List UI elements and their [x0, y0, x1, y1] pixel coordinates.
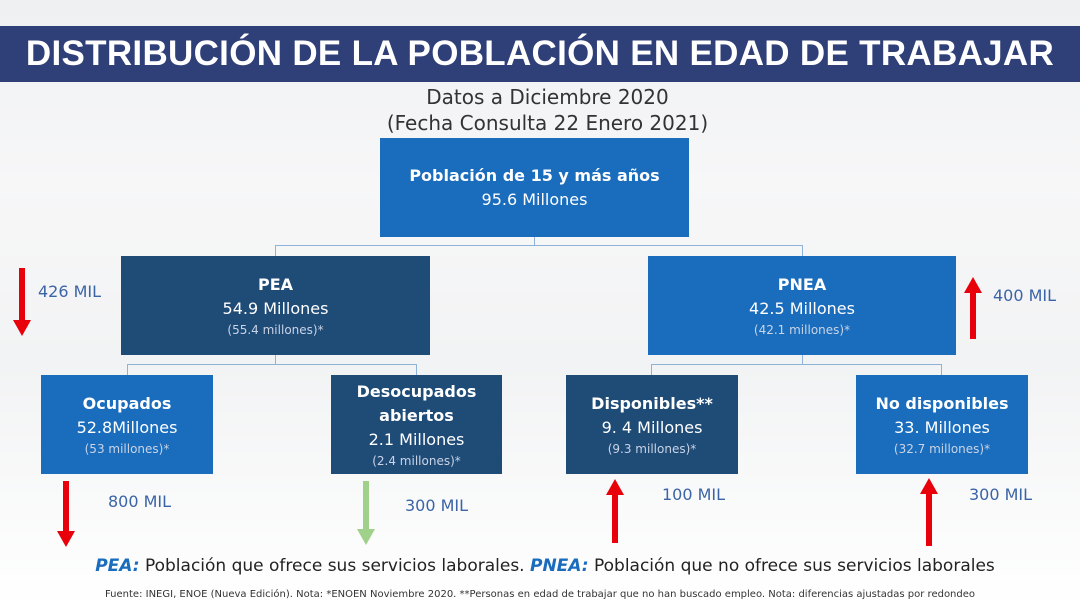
desocupados-down-arrow-icon [357, 481, 375, 545]
desocupados-title-line1: Desocupados [356, 381, 477, 401]
connector-pnea-up [802, 245, 803, 257]
page-title: DISTRIBUCIÓN DE LA POBLACIÓN EN EDAD DE … [25, 34, 1055, 73]
no-disponibles-change-label: 300 MIL [969, 485, 1033, 504]
subtitle: Datos a Diciembre 2020 (Fecha Consulta 2… [0, 84, 1080, 136]
desocupados-node: Desocupados abiertos 2.1 Millones (2.4 m… [331, 375, 502, 474]
disponibles-value: 9. 4 Millones [601, 417, 703, 437]
subtitle-consult: (Fecha Consulta 22 Enero 2021) [386, 111, 709, 135]
title-bar: DISTRIBUCIÓN DE LA POBLACIÓN EN EDAD DE … [0, 26, 1080, 82]
pea-down-arrow-icon [13, 268, 31, 336]
connector-desocupados-up [416, 364, 417, 375]
legend: PEA: Población que ofrece sus servicios … [0, 556, 1080, 576]
disponibles-title: Disponibles** [591, 393, 713, 413]
root-node: Población de 15 y más años 95.6 Millones [380, 138, 689, 237]
pnea-title: PNEA [777, 274, 827, 294]
no-disponibles-title: No disponibles [875, 393, 1009, 413]
ocupados-previous: (53 millones)* [84, 441, 170, 456]
pnea-node: PNEA 42.5 Millones (42.1 millones)* [648, 256, 956, 355]
desocupados-title-line2: abiertos [379, 405, 454, 425]
subtitle-date: Datos a Diciembre 2020 [426, 85, 669, 109]
connector-disponibles-up [651, 364, 652, 375]
disponibles-previous: (9.3 millones)* [607, 441, 697, 456]
pea-previous: (55.4 millones)* [227, 322, 324, 337]
ocupados-value: 52.8Millones [76, 417, 178, 437]
no-disponibles-value: 33. Millones [894, 417, 990, 437]
pea-change-label: 426 MIL [38, 282, 102, 301]
connector-pea-up [275, 245, 276, 257]
pnea-value: 42.5 Millones [749, 298, 855, 318]
connector-level1-horizontal [275, 245, 803, 246]
connector-pea-horizontal [127, 364, 417, 365]
ocupados-change-label: 800 MIL [108, 492, 172, 511]
no-disponibles-node: No disponibles 33. Millones (32.7 millon… [856, 375, 1028, 474]
pnea-change-label: 400 MIL [993, 286, 1057, 305]
desocupados-previous: (2.4 millones)* [372, 453, 461, 468]
ocupados-node: Ocupados 52.8Millones (53 millones)* [41, 375, 213, 474]
root-title: Población de 15 y más años [409, 165, 660, 185]
ocupados-down-arrow-icon [57, 481, 75, 547]
desocupados-value: 2.1 Millones [368, 429, 465, 449]
source-note: Fuente: INEGI, ENOE (Nueva Edición). Not… [104, 589, 976, 600]
pea-value: 54.9 Millones [222, 298, 329, 318]
pnea-previous: (42.1 millones)* [753, 322, 851, 337]
pea-node: PEA 54.9 Millones (55.4 millones)* [121, 256, 430, 355]
disponibles-change-label: 100 MIL [662, 485, 726, 504]
root-value: 95.6 Millones [481, 189, 588, 209]
legend-pea-text: Población que ofrece sus servicios labor… [144, 556, 525, 576]
connector-pea-down [275, 355, 276, 364]
pnea-up-arrow-icon [964, 277, 982, 339]
desocupados-change-label: 300 MIL [405, 496, 469, 515]
connector-ocupados-up [127, 364, 128, 375]
no-disponibles-previous: (32.7 millones)* [893, 441, 991, 456]
no-disponibles-up-arrow-icon [920, 478, 938, 546]
connector-pnea-horizontal [651, 364, 942, 365]
legend-pea-key: PEA: [95, 556, 140, 576]
connector-root-down [534, 237, 535, 245]
legend-pnea-text: Población que no ofrece sus servicios la… [593, 556, 995, 576]
ocupados-title: Ocupados [82, 393, 172, 413]
connector-pnea-down [802, 355, 803, 364]
legend-pnea-key: PNEA: [530, 556, 589, 576]
disponibles-node: Disponibles** 9. 4 Millones (9.3 millone… [566, 375, 738, 474]
disponibles-up-arrow-icon [606, 479, 624, 543]
pea-title: PEA [257, 274, 294, 294]
connector-no-disponibles-up [941, 364, 942, 375]
